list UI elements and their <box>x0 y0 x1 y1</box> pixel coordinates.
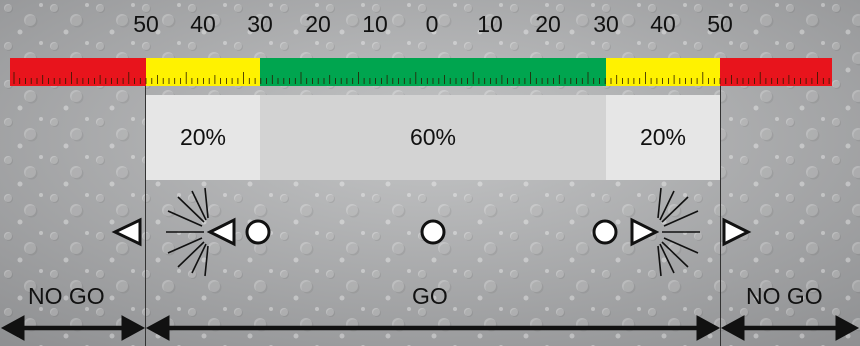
blinking-triangle-right-icon <box>630 187 700 277</box>
scale-label: 10 <box>477 11 503 37</box>
circle-icon <box>592 219 618 245</box>
scale-label: 40 <box>650 11 676 37</box>
scale-label: 30 <box>593 11 619 37</box>
double-arrow-icon <box>145 315 721 341</box>
zone-right-percent: 20% <box>639 124 687 150</box>
scale-label: 50 <box>707 11 733 37</box>
boundary-line-left <box>145 86 146 346</box>
label-go: GO <box>412 283 448 309</box>
zone-left-percent: 20% <box>179 124 227 150</box>
label-no-go-right: NO GO <box>746 283 823 309</box>
label-no-go-left: NO GO <box>28 283 105 309</box>
triangle-left-icon <box>111 217 142 247</box>
blinking-triangle-left-icon <box>166 187 236 277</box>
zone-center-percent: 60% <box>409 124 457 150</box>
zone-left: 20% <box>146 95 260 180</box>
circle-icon <box>420 219 446 245</box>
scale-label: 40 <box>190 11 216 37</box>
boundary-line-right <box>720 86 721 346</box>
zone-right: 20% <box>606 95 720 180</box>
circle-icon <box>245 219 271 245</box>
scale-label: 50 <box>133 11 159 37</box>
ruler-ticks <box>13 72 830 84</box>
triangle-right-icon <box>722 217 752 247</box>
scale-label: 20 <box>535 11 561 37</box>
scale-label: 10 <box>362 11 388 37</box>
scale-label: 30 <box>247 11 273 37</box>
zone-center: 60% <box>260 95 606 180</box>
band-warning-right <box>606 58 720 86</box>
band-no-go-right <box>720 58 832 86</box>
scale-label: 0 <box>425 11 439 37</box>
double-arrow-icon <box>0 315 146 341</box>
double-arrow-icon <box>720 315 860 341</box>
scale-label: 20 <box>305 11 331 37</box>
